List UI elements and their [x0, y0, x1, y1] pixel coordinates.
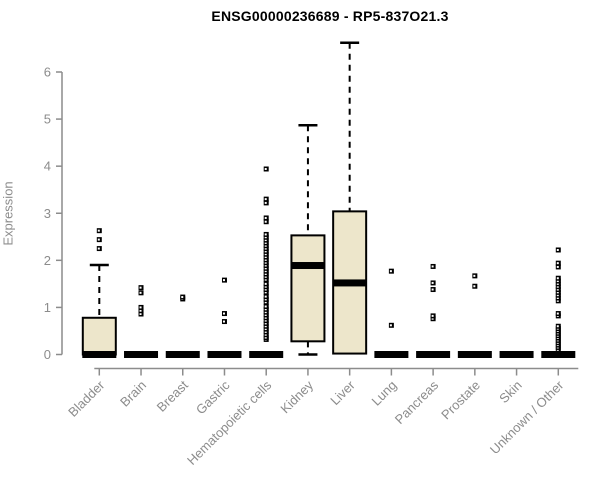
tick-label: 4	[44, 159, 51, 174]
median-bar	[499, 351, 534, 358]
tick-label: Lung	[368, 378, 399, 409]
median-bar	[541, 351, 576, 358]
tick-label: 1	[44, 300, 51, 315]
tick-label: Skin	[496, 378, 524, 406]
tick-label: 3	[44, 206, 51, 221]
median-bar	[207, 351, 242, 358]
tick-label: 0	[44, 347, 51, 362]
tick-label: Prostate	[438, 378, 483, 423]
median-bar	[416, 351, 451, 358]
box-kidney	[290, 234, 326, 343]
median-bar	[374, 351, 409, 358]
median-bar	[290, 262, 325, 270]
tick-label: Pancreas	[392, 377, 442, 427]
median-bar	[124, 351, 159, 358]
median-bar	[82, 351, 117, 358]
tick-label: 2	[44, 253, 51, 268]
median-bar	[457, 351, 492, 358]
median-bar	[332, 279, 367, 287]
median-bar	[249, 351, 284, 358]
tick-label: 6	[44, 65, 51, 80]
tick-label: 5	[44, 112, 51, 127]
tick-label: Bladder	[65, 377, 108, 420]
tick-label: Liver	[327, 377, 358, 408]
box-bladder	[81, 316, 117, 356]
tick-label: Unknown / Other	[487, 377, 567, 457]
tick-label: Brain	[117, 378, 149, 410]
chart-title: ENSG00000236689 - RP5-837O21.3	[211, 8, 449, 24]
tick-label: Gastric	[193, 377, 233, 417]
median-bar	[165, 351, 200, 358]
tick-label: Kidney	[277, 377, 316, 416]
tick-label: Breast	[154, 377, 191, 414]
